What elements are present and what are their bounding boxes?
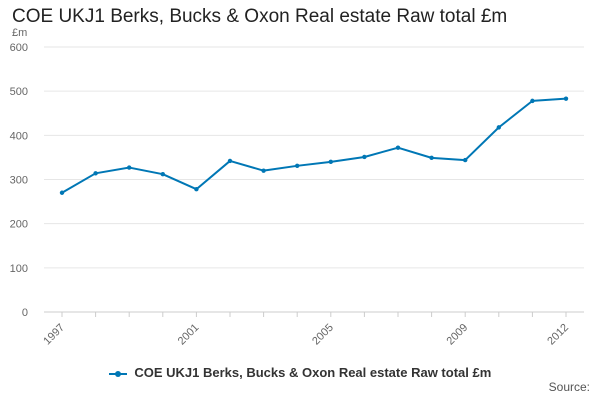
y-tick-label: 400	[10, 130, 28, 142]
x-tick-label: 2001	[176, 322, 202, 348]
x-tick-label: 2009	[445, 322, 471, 348]
data-point	[563, 96, 569, 101]
data-point	[362, 154, 367, 160]
data-point	[194, 187, 199, 192]
data-point	[127, 165, 132, 170]
series-layer	[59, 96, 569, 195]
y-axis-label: £m	[12, 27, 27, 39]
data-point	[530, 98, 535, 104]
data-point	[395, 145, 401, 150]
y-tick-label: 500	[10, 86, 28, 98]
gridlines	[44, 46, 584, 269]
data-point	[93, 171, 98, 176]
legend-line-icon	[108, 368, 127, 380]
data-point	[227, 158, 233, 164]
data-point	[496, 125, 501, 130]
axes	[44, 311, 584, 317]
x-tick-label: 1997	[41, 322, 67, 348]
chart-title: COE UKJ1 Berks, Bucks & Oxon Real estate…	[12, 6, 508, 27]
data-point	[295, 163, 300, 169]
data-point	[59, 190, 65, 195]
y-tick-label: 100	[10, 263, 28, 275]
x-tick-label: 2012	[545, 322, 571, 348]
legend[interactable]: COE UKJ1 Berks, Bucks & Oxon Real estate…	[0, 365, 600, 380]
data-point	[463, 157, 468, 163]
y-axis-tick-labels: 0 100 200 300 400 500 600	[10, 42, 28, 319]
y-tick-label: 0	[22, 307, 28, 319]
y-tick-label: 300	[10, 175, 28, 187]
x-axis-tick-labels: 1997 2001 2005 2009 2012	[41, 322, 571, 348]
data-point	[429, 155, 434, 161]
data-point	[328, 159, 333, 165]
y-tick-label: 600	[10, 42, 28, 54]
series-line	[61, 97, 567, 194]
y-tick-label: 200	[10, 219, 28, 231]
legend-label: COE UKJ1 Berks, Bucks & Oxon Real estate…	[134, 365, 492, 380]
x-tick-label: 2005	[310, 322, 336, 348]
source-credit[interactable]: Source:	[548, 380, 590, 394]
data-point	[160, 172, 165, 177]
data-point	[261, 168, 266, 173]
